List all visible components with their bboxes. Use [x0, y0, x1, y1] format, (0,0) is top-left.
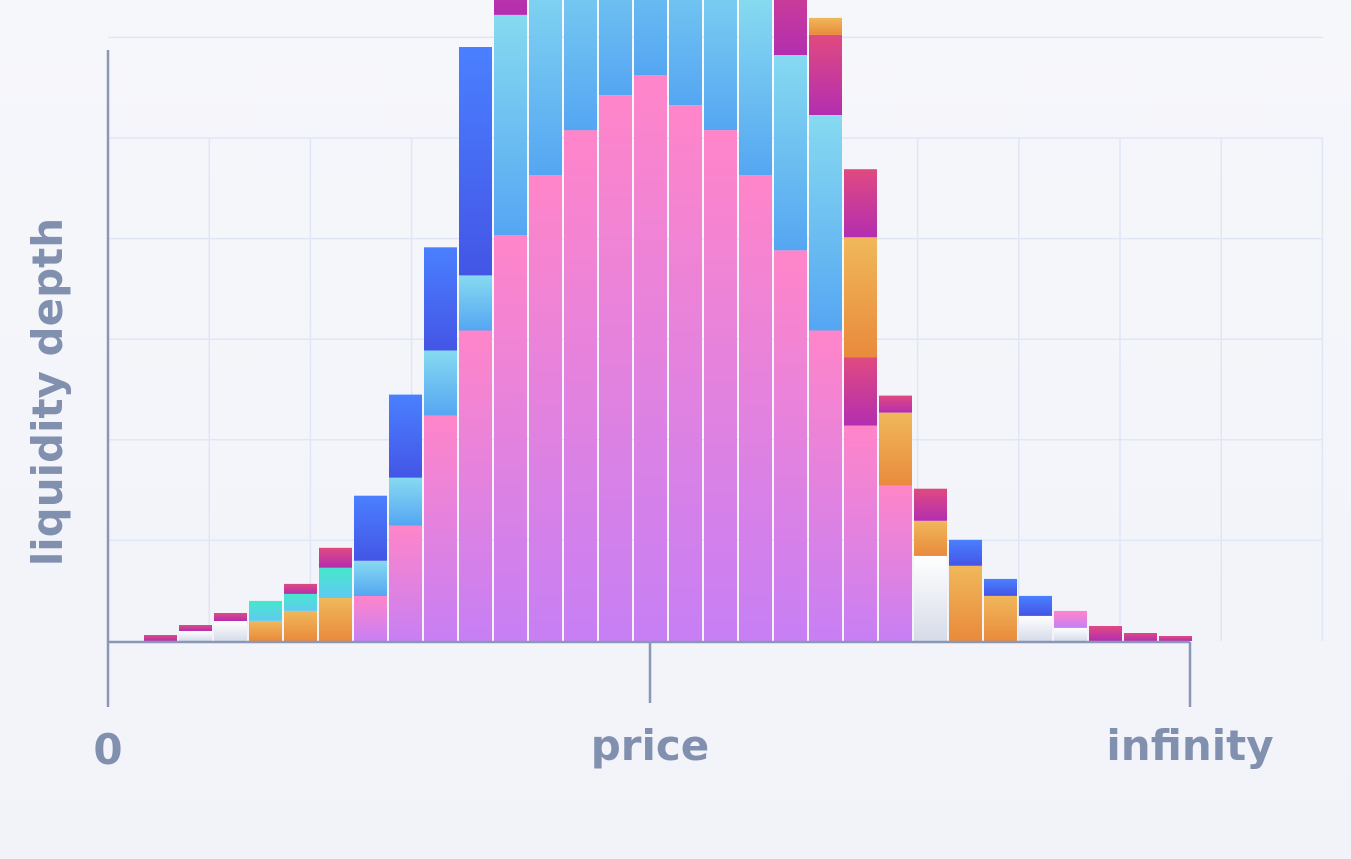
- bar-segment-orange: [249, 621, 282, 641]
- bar-segment-blue: [529, 0, 562, 176]
- bar-segment-orange: [319, 597, 352, 641]
- bar-segment-magenta: [879, 395, 912, 413]
- bar-segment-blue: [424, 350, 457, 416]
- bar-segment-blue: [389, 477, 422, 526]
- y-axis-label: liquidity depth: [23, 218, 72, 566]
- bar-segment-magenta: [914, 488, 947, 521]
- bar-segment-royal: [424, 247, 457, 351]
- bar-segment-magenta: [214, 613, 247, 621]
- bar-segment-pink: [809, 330, 842, 641]
- bar-segment-teal: [284, 593, 317, 611]
- bar-segment-pink: [564, 130, 597, 641]
- bar-segment-pink: [424, 415, 457, 641]
- bar-segment-pink: [529, 175, 562, 641]
- bar-segment-magenta: [319, 547, 352, 568]
- x-tick-label-zero: 0: [93, 725, 122, 774]
- bar-segment-magenta: [284, 583, 317, 594]
- bar-segment-pink: [879, 485, 912, 641]
- bar-segment-pink: [459, 330, 492, 641]
- bar-segment-blue: [354, 560, 387, 596]
- bar-segment-blue: [704, 0, 737, 131]
- bar-segment-pink: [354, 595, 387, 641]
- bar-segment-teal: [249, 600, 282, 621]
- bar-segment-orange: [984, 595, 1017, 641]
- bar-segment-white: [1019, 616, 1052, 641]
- bar-segment-orange: [809, 17, 842, 35]
- bar-segment-blue: [494, 14, 527, 236]
- bar-segment-pink: [494, 235, 527, 642]
- bar-segment-pink: [844, 425, 877, 641]
- bar-segment-royal: [354, 495, 387, 561]
- bar-segment-blue: [774, 55, 807, 251]
- bar-segment-blue: [669, 0, 702, 105]
- bar-segment-teal: [319, 567, 352, 598]
- bar-segment-magenta: [494, 0, 527, 15]
- bar-segment-orange: [949, 565, 982, 641]
- axes: [106, 50, 1192, 707]
- bar-segment-pink: [774, 250, 807, 642]
- x-tick-label-price: price: [591, 721, 710, 770]
- bar-segment-white: [214, 621, 247, 641]
- bar-segment-royal: [459, 47, 492, 276]
- bar-segment-royal: [1019, 595, 1052, 616]
- bar-segment-blue: [599, 0, 632, 95]
- bar-segment-orange: [844, 237, 877, 358]
- bar-segment-magenta: [1089, 626, 1122, 641]
- bar-segment-blue: [739, 0, 772, 176]
- bar-segment-royal: [984, 578, 1017, 596]
- bar-segment-magenta: [1159, 636, 1192, 641]
- bar-segment-pink: [704, 130, 737, 641]
- bar-segment-pink: [389, 525, 422, 641]
- bars-group: [144, 0, 1192, 642]
- bar-segment-orange: [879, 412, 912, 486]
- bar-segment-magenta: [144, 635, 177, 641]
- bar-segment-blue: [564, 0, 597, 131]
- bar-segment-magenta: [844, 169, 877, 238]
- bar-segment-magenta: [179, 625, 212, 631]
- bar-segment-white: [179, 631, 212, 641]
- bar-segment-pink: [599, 95, 632, 642]
- bar-segment-royal: [949, 539, 982, 566]
- bar-segment-blue: [809, 115, 842, 331]
- bar-segment-pink: [669, 105, 702, 642]
- bar-segment-pink: [739, 175, 772, 641]
- x-tick-label-infinity: infinity: [1106, 721, 1273, 770]
- bar-segment-orange: [914, 520, 947, 556]
- bar-segment-magenta: [844, 357, 877, 426]
- bar-segment-magenta: [1124, 633, 1157, 641]
- bar-segment-white: [914, 555, 947, 641]
- bar-segment-orange: [284, 610, 317, 641]
- bar-segment-blue: [634, 0, 667, 75]
- bar-segment-pink: [634, 75, 667, 641]
- bar-segment-magenta: [809, 34, 842, 115]
- bar-segment-white: [1054, 628, 1087, 641]
- bar-segment-royal: [389, 394, 422, 478]
- bar-segment-blue: [459, 275, 492, 331]
- bar-segment-pink: [1054, 610, 1087, 628]
- bar-segment-magenta: [774, 0, 807, 55]
